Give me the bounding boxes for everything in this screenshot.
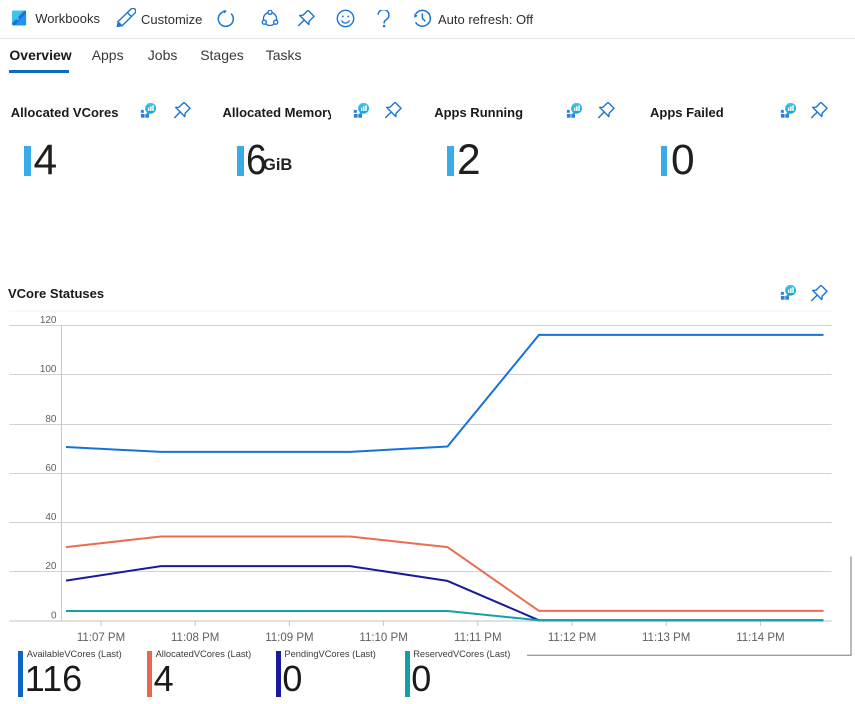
svg-text:11:13 PM: 11:13 PM (642, 632, 690, 644)
svg-text:100: 100 (40, 364, 57, 375)
svg-text:11:11 PM: 11:11 PM (454, 632, 502, 644)
svg-text:11:12 PM: 11:12 PM (548, 632, 596, 644)
svg-text:60: 60 (45, 463, 57, 474)
svg-text:11:07 PM: 11:07 PM (77, 632, 125, 644)
svg-text:11:08 PM: 11:08 PM (171, 632, 219, 644)
svg-text:80: 80 (45, 414, 57, 425)
svg-text:40: 40 (45, 512, 57, 523)
svg-text:11:09 PM: 11:09 PM (265, 632, 313, 644)
svg-text:20: 20 (45, 561, 57, 572)
svg-text:120: 120 (40, 315, 57, 326)
svg-text:11:10 PM: 11:10 PM (359, 632, 407, 644)
svg-text:11:14 PM: 11:14 PM (736, 632, 784, 644)
svg-text:0: 0 (51, 611, 57, 622)
